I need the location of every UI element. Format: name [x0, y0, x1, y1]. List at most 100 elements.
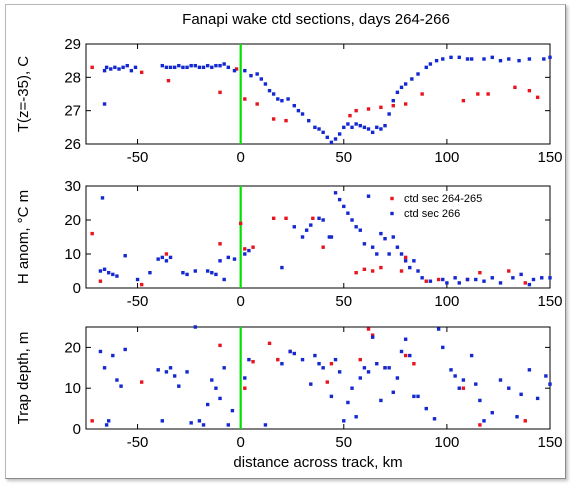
- panel-3-red-point: [370, 333, 375, 337]
- panel-2-blue-point: [148, 271, 152, 275]
- panel-1-blue-point: [362, 125, 367, 130]
- panel-3-blue-point: [247, 357, 251, 362]
- panel-1-blue-point: [102, 68, 107, 73]
- panel-3-blue-point: [424, 406, 428, 411]
- panel-1-blue-point: [354, 122, 358, 126]
- panel-3-blue-point: [106, 419, 111, 423]
- panel-1-y-tick-label: 28: [64, 69, 81, 86]
- panel-3-x-tick-label: -50: [127, 434, 149, 451]
- panel-3-red-point: [403, 353, 408, 358]
- panel-2-x-tick-label: 0: [236, 293, 244, 310]
- panel-2-blue-point: [375, 252, 379, 256]
- panel-2-blue-point: [540, 276, 544, 280]
- panel-2-red-point: [370, 269, 375, 273]
- panel-3-blue-point: [350, 386, 354, 390]
- panel-3-red-point: [478, 423, 482, 427]
- panel-3-blue-point: [329, 394, 334, 399]
- panel-1-blue-point: [243, 68, 247, 73]
- panel-3-red-point: [218, 343, 222, 348]
- panel-3-red-point: [243, 386, 247, 390]
- panel-3-blue-point: [210, 378, 214, 382]
- panel-1-blue-point: [185, 65, 189, 70]
- panel-1-blue-point: [109, 67, 113, 71]
- panel-1-y-tick-label: 29: [64, 36, 81, 53]
- panel-2-blue-point: [354, 225, 358, 229]
- figure-title: Fanapi wake ctd sections, days 264-266: [182, 11, 450, 28]
- panel-1-blue-point: [249, 73, 253, 78]
- panel-3-blue-point: [189, 421, 193, 425]
- panel-3-blue-point: [535, 396, 540, 401]
- panel-1-blue-point: [129, 68, 134, 73]
- panel-2-blue-point: [337, 197, 342, 202]
- panel-3-x-tick-label: 150: [537, 434, 562, 451]
- panel-1-blue-point: [490, 55, 494, 60]
- panel-2-blue-point: [111, 272, 115, 277]
- panel-2-red-point: [507, 269, 511, 273]
- panel-1-red-point: [243, 97, 247, 101]
- panel-2-blue-point: [379, 231, 383, 236]
- panel-2-red-point: [362, 267, 367, 271]
- panel-1-red-point: [391, 103, 395, 108]
- panel-1-blue-point: [527, 57, 532, 61]
- panel-3-blue-point: [474, 382, 478, 386]
- panel-2-blue-point: [232, 257, 237, 261]
- panel-3-blue-point: [515, 415, 519, 419]
- panel-1-blue-point: [370, 130, 375, 135]
- panel-1-blue-point: [296, 108, 301, 113]
- panel-1-red-point: [166, 78, 171, 83]
- panel-1-x-tick-label: -50: [127, 149, 149, 166]
- panel-2-blue-point: [482, 279, 486, 283]
- panel-3-x-tick-label: 0: [236, 434, 244, 451]
- panel-3-blue-point: [98, 349, 103, 354]
- panel-1-blue-point: [197, 65, 202, 70]
- panel-3-red-point: [325, 380, 329, 384]
- panel-2-red-point: [139, 282, 144, 287]
- panel-3-blue-point: [395, 376, 400, 380]
- panel-1-blue-point: [548, 55, 552, 60]
- panel-3-blue-point: [498, 378, 503, 382]
- panel-3-blue-point: [362, 366, 367, 370]
- panel-3-blue-point: [104, 423, 109, 427]
- panel-1-blue-point: [358, 123, 362, 128]
- panel-3-blue-point: [317, 362, 321, 366]
- panel-3-blue-point: [358, 376, 362, 380]
- panel-3-blue-point: [226, 423, 230, 427]
- panel-1-blue-point: [329, 140, 334, 145]
- panel-1-blue-point: [449, 55, 453, 60]
- panel-2-blue-point: [185, 272, 189, 277]
- panel-3-blue-point: [548, 382, 552, 386]
- panel-1-blue-point: [214, 63, 218, 68]
- panel-3-red-point: [412, 362, 416, 366]
- panel-1-blue-point: [255, 72, 259, 76]
- panel-2-blue-point: [362, 242, 367, 246]
- panel-3-red-point: [329, 362, 334, 366]
- panel-2-blue-point: [160, 255, 165, 260]
- panel-1-blue-point: [333, 137, 338, 141]
- panel-1-red-point: [461, 98, 466, 103]
- panel-1-blue-point: [232, 68, 237, 73]
- panel-2-blue-point: [358, 228, 362, 232]
- panel-3-blue-point: [292, 351, 296, 356]
- panel-3-blue-point: [408, 353, 412, 358]
- panel-3-blue-point: [288, 349, 292, 354]
- panel-3-blue-point: [383, 366, 387, 370]
- panel-1-blue-point: [517, 58, 521, 63]
- panel-1-blue-point: [205, 63, 210, 68]
- panel-2-legend-label: ctd sec 264-265: [404, 193, 482, 205]
- panel-3-blue-point: [123, 347, 127, 352]
- panel-2-blue-point: [370, 245, 375, 249]
- panel-3-blue-point: [366, 370, 371, 374]
- panel-1-blue-point: [434, 58, 439, 63]
- panel-1-blue-point: [104, 65, 109, 70]
- panel-1-blue-point: [307, 118, 311, 123]
- panel-3-blue-point: [243, 376, 247, 380]
- panel-1-red-point: [218, 90, 222, 95]
- panel-1-blue-point: [271, 92, 276, 96]
- panel-1-y-tick-label: 26: [64, 136, 81, 153]
- panel-2-blue-point: [115, 274, 119, 278]
- panel-3-blue-point: [205, 402, 210, 407]
- panel-1-blue-point: [428, 62, 433, 66]
- panel-1-blue-point: [189, 63, 193, 68]
- panel-3-blue-point: [370, 335, 375, 339]
